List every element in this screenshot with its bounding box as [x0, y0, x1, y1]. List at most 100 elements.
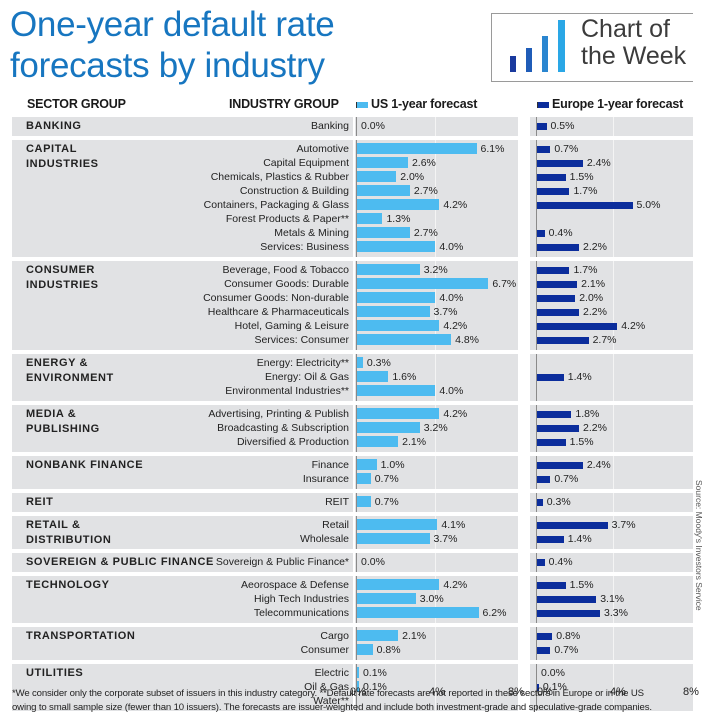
- eu-value-label: 1.7%: [573, 185, 598, 197]
- us-axis-line: [356, 117, 357, 136]
- sector-label: SOVEREIGN & PUBLIC FINANCE: [26, 555, 214, 570]
- industry-label: Healthcare & Pharmaceuticals: [207, 306, 349, 318]
- logo-line-2: the Week: [581, 42, 687, 70]
- us-legend-label: US 1-year forecast: [371, 97, 478, 111]
- title-line-2: forecasts by industry: [10, 46, 325, 85]
- sector-label-line: ENERGY &: [26, 357, 89, 369]
- eu-bar: [537, 123, 547, 130]
- us-value-label: 6.7%: [492, 278, 517, 290]
- industry-label: Retail: [322, 519, 349, 531]
- us-value-label: 2.1%: [402, 630, 427, 642]
- industry-label: Wholesale: [299, 533, 349, 545]
- eu-value-label: 5.0%: [636, 199, 661, 211]
- eu-bar: [537, 536, 564, 543]
- us-bar: [357, 579, 440, 590]
- us-axis-line: [356, 456, 357, 489]
- us-value-label: 2.0%: [400, 171, 425, 183]
- us-value-label: 3.7%: [433, 306, 458, 318]
- industry-label: Metals & Mining: [274, 227, 349, 239]
- sector-group-header: SECTOR GROUP: [27, 97, 126, 111]
- us-bar: [357, 185, 410, 196]
- us-panel: [355, 493, 518, 512]
- eu-axis-line: [536, 456, 537, 489]
- eu-axis-line: [536, 261, 537, 350]
- us-value-label: 2.6%: [411, 157, 436, 169]
- eu-legend-label: Europe 1-year forecast: [552, 97, 684, 111]
- sector-label: TECHNOLOGY: [26, 578, 110, 593]
- eu-bar: [537, 295, 576, 302]
- us-bar: [357, 157, 408, 168]
- source-note: Source: Moody's Investors Service: [694, 480, 704, 611]
- sector-panel: [12, 140, 353, 257]
- sector-panel: [12, 576, 353, 623]
- eu-value-label: 3.3%: [604, 607, 628, 619]
- us-tick-4: 4%: [429, 686, 445, 698]
- us-value-label: 2.7%: [413, 185, 438, 197]
- us-value-label: 1.3%: [386, 213, 411, 225]
- sector-panel: [12, 405, 353, 452]
- eu-value-label: 4.2%: [621, 320, 646, 332]
- industry-label: Chemicals, Plastics & Rubber: [210, 171, 349, 183]
- eu-value-label: 0.8%: [556, 630, 581, 642]
- eu-bar: [537, 244, 580, 251]
- us-bar: [357, 143, 477, 154]
- eu-bar: [537, 462, 583, 469]
- sector-label-line: PUBLISHING: [26, 423, 100, 435]
- eu-bar: [537, 160, 583, 167]
- us-bar: [357, 278, 489, 289]
- eu-value-label: 1.8%: [575, 408, 600, 420]
- industry-label: Telecommunications: [253, 607, 349, 619]
- sector-panel: [12, 553, 353, 572]
- us-value-label: 1.0%: [380, 459, 405, 471]
- us-value-label: 6.1%: [480, 143, 505, 155]
- eu-value-label: 2.2%: [583, 306, 607, 318]
- us-bar: [357, 408, 440, 419]
- eu-bar: [537, 582, 566, 589]
- logo-bar-icon: [542, 36, 548, 72]
- us-bar: [357, 264, 420, 275]
- us-gridline: [435, 456, 437, 489]
- us-bar: [357, 371, 389, 382]
- eu-bar: [537, 425, 580, 432]
- eu-bar: [537, 267, 570, 274]
- eu-tick-8: 8%: [683, 686, 699, 698]
- us-gridline: [435, 261, 437, 350]
- us-bar: [357, 607, 479, 618]
- sector-label: BANKING: [26, 119, 82, 134]
- us-panel: [355, 117, 518, 136]
- sector-label-line: ENVIRONMENT: [26, 372, 114, 384]
- us-value-label: 3.0%: [419, 593, 444, 605]
- eu-value-label: 2.2%: [583, 422, 607, 434]
- industry-label: Sovereign & Public Finance*: [215, 556, 349, 568]
- us-value-label: 0.1%: [362, 681, 387, 693]
- eu-panel: [530, 493, 693, 512]
- sector-panel: [12, 627, 353, 660]
- eu-value-label: 0.0%: [541, 667, 565, 679]
- us-bar: [357, 334, 452, 345]
- eu-gridline: [613, 117, 615, 136]
- us-gridline: [435, 354, 437, 401]
- eu-axis-line: [536, 664, 537, 711]
- industry-label: Insurance: [302, 473, 349, 485]
- eu-bar: [537, 374, 564, 381]
- eu-panel: [530, 516, 693, 549]
- sector-label-line: RETAIL &: [26, 519, 81, 531]
- sector-panel: [12, 117, 353, 136]
- sector-panel: [12, 516, 353, 549]
- eu-axis-line: [536, 117, 537, 136]
- industry-label: Aeorospace & Defense: [241, 579, 349, 591]
- eu-value-label: 2.4%: [586, 157, 611, 169]
- eu-bar: [537, 323, 618, 330]
- us-value-label: 1.6%: [392, 371, 417, 383]
- sector-label: MEDIA & PUBLISHING: [26, 407, 100, 437]
- industry-label: Construction & Building: [239, 185, 349, 197]
- eu-gridline: [613, 553, 615, 572]
- eu-bar: [537, 439, 566, 446]
- eu-bar: [537, 146, 551, 153]
- footnote-line-1: *We consider only the corporate subset o…: [12, 688, 644, 699]
- eu-value-label: 2.1%: [581, 278, 606, 290]
- sector-label-line: BANKING: [26, 120, 82, 132]
- us-panel: [355, 553, 518, 572]
- us-axis-line: [356, 627, 357, 660]
- eu-axis-line: [536, 627, 537, 660]
